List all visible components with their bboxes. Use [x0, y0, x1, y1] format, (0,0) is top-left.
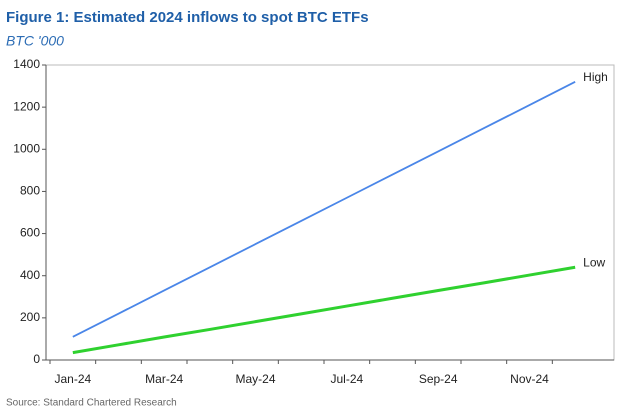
series-label: High — [583, 70, 608, 84]
x-tick-label: May-24 — [235, 372, 275, 386]
series-line — [72, 265, 576, 355]
x-tick-label: Sep-24 — [419, 372, 458, 386]
y-tick-label: 200 — [20, 310, 40, 324]
chart-title: Figure 1: Estimated 2024 inflows to spot… — [6, 9, 369, 26]
series-line — [72, 81, 576, 338]
x-tick-label: Jan-24 — [54, 372, 91, 386]
y-tick-label: 1200 — [13, 99, 40, 113]
x-tick-label: Mar-24 — [145, 372, 183, 386]
y-tick-label: 400 — [20, 268, 40, 282]
series-label: Low — [583, 255, 605, 269]
source-note: Source: Standard Chartered Research — [6, 398, 177, 409]
x-tick-label: Jul-24 — [330, 372, 363, 386]
plot-frame — [45, 64, 615, 361]
x-tick-label: Nov-24 — [510, 372, 549, 386]
y-tick-label: 1000 — [13, 141, 40, 155]
chart-subtitle: BTC '000 — [6, 33, 64, 49]
y-tick-label: 0 — [33, 352, 40, 366]
y-tick-label: 1400 — [13, 57, 40, 71]
y-tick-label: 800 — [20, 184, 40, 198]
y-tick-label: 600 — [20, 226, 40, 240]
